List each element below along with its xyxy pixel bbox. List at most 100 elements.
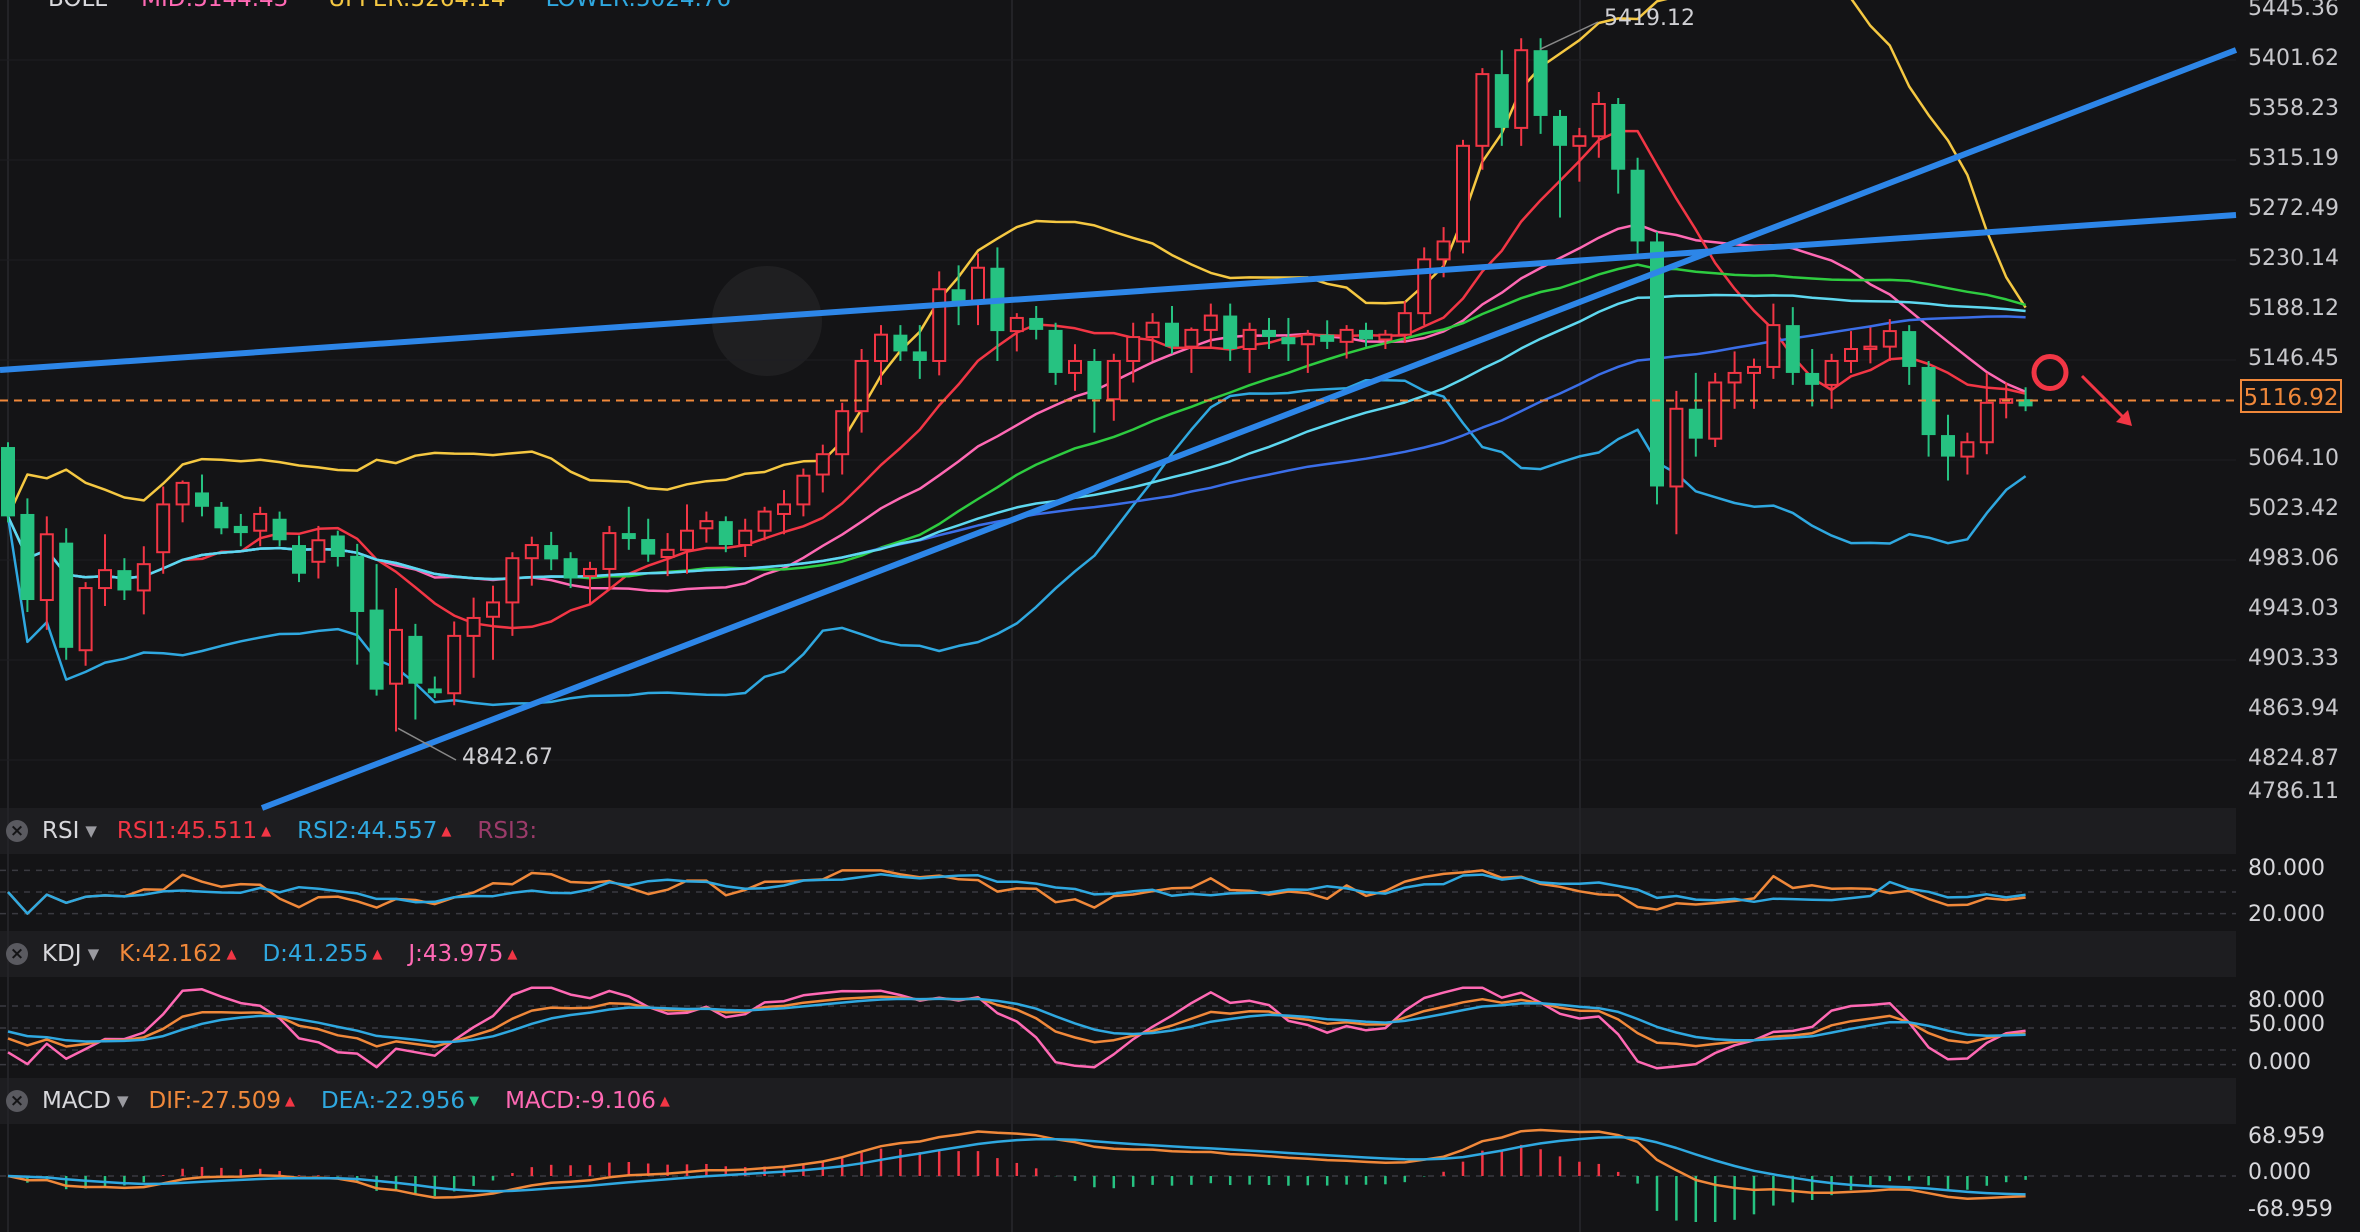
candle-body (1281, 337, 1296, 345)
price-axis-label: 5272.49 (2248, 196, 2339, 221)
candle-body (1902, 331, 1917, 367)
candle-body (738, 529, 753, 547)
kdj-legend: × KDJ ▼ K:42.162 ▲ D:41.255 ▲ J:43.975 ▲ (0, 931, 543, 977)
close-circle-icon[interactable]: × (6, 943, 28, 965)
period-high-label: 5419.12 (1604, 6, 1695, 31)
candle-body (680, 529, 694, 551)
candle-body (78, 587, 93, 652)
boll-mid-value: MID:5144.43 (141, 0, 288, 12)
chevron-down-icon[interactable]: ▼ (87, 945, 100, 963)
rsi3-value: RSI3: (477, 818, 538, 844)
macd-hist-value: MACD:-9.106 (505, 1088, 656, 1114)
candle-body (98, 569, 112, 590)
rsi2-value: RSI2:44.557 (297, 818, 438, 844)
boll-mid-line (6, 223, 2027, 593)
candle-body (59, 542, 74, 648)
price-axis-label: 4786.11 (2248, 779, 2339, 804)
triangle-up-icon: ▲ (226, 946, 237, 962)
candle-body (1785, 325, 1800, 373)
price-axis-label: 5315.19 (2248, 146, 2339, 171)
candle-body (311, 539, 326, 563)
candle-body (1009, 316, 1024, 333)
price-axis-label: 4903.33 (2248, 646, 2339, 671)
candle-body (1359, 329, 1373, 340)
candle-body (350, 555, 365, 612)
candle-body (951, 289, 966, 302)
triangle-up-icon: ▲ (659, 1093, 670, 1109)
annotation-arrow (2080, 374, 2128, 422)
candle-body (874, 333, 888, 362)
candle-body (757, 510, 772, 532)
macd-dea-value: DEA:-22.956 (320, 1088, 466, 1114)
boll-upper-line (6, 0, 2027, 517)
candle-body (1766, 324, 1781, 368)
candle-body (1145, 321, 1160, 339)
candle-body (1572, 135, 1587, 147)
rsi1-value: RSI1:45.511 (116, 818, 258, 844)
price-axis-label: 4824.87 (2248, 746, 2339, 771)
candle-body (175, 481, 190, 506)
candle-body (447, 634, 462, 695)
candle-body (486, 601, 500, 618)
candle-body (1533, 50, 1548, 116)
candle-body (1669, 407, 1684, 488)
candle-body (893, 334, 908, 352)
candle-body (1941, 435, 1955, 457)
macd-axis-label: -68.959 (2248, 1197, 2333, 1222)
candle-body (39, 533, 54, 602)
price-axis-label: 4943.03 (2248, 596, 2339, 621)
chevron-down-icon[interactable]: ▼ (116, 1092, 129, 1110)
candle-body (1805, 372, 1820, 385)
close-circle-icon[interactable]: × (6, 1090, 28, 1112)
candle-body (408, 635, 423, 684)
candle-body (1475, 73, 1490, 147)
candle-body (621, 533, 636, 540)
candle-body (1029, 317, 1044, 330)
candle-body (330, 535, 345, 557)
kdj-d-value: D:41.255 (262, 941, 369, 967)
annotation-arrow-head (2116, 410, 2132, 426)
candle-body (1436, 240, 1451, 261)
candle-body (2018, 399, 2033, 407)
candle-body (233, 525, 248, 534)
candle-body (1650, 241, 1664, 487)
axis-band (2236, 0, 2360, 1232)
candle-body (544, 545, 559, 560)
kdj-header-band (0, 931, 2360, 977)
candle-body (835, 410, 850, 456)
price-axis-label: 5401.62 (2248, 46, 2339, 71)
candle-body (1979, 401, 1994, 444)
ma-red-line (6, 129, 2026, 630)
boll-lower-line (6, 378, 2027, 707)
candle-body (1494, 74, 1509, 128)
candle-body (524, 544, 539, 560)
candle-body (1106, 359, 1121, 401)
candle-body (1300, 333, 1315, 346)
triangle-up-icon: ▲ (372, 946, 383, 962)
candle-body (1824, 359, 1839, 386)
candle-body (1960, 441, 1975, 458)
kdj-j-line (7, 986, 2026, 1070)
trendline-rising (260, 47, 2238, 811)
candle-body (1126, 336, 1141, 362)
price-axis-label: 4863.94 (2248, 696, 2339, 721)
candle-body (1591, 102, 1606, 138)
rsi1-line (7, 869, 2026, 915)
chevron-down-icon[interactable]: ▼ (85, 822, 97, 840)
boll-name: BOLL (48, 0, 107, 12)
macd-legend: × MACD ▼ DIF:-27.509 ▲ DEA:-22.956 ▼ MAC… (0, 1078, 696, 1124)
candle-body (583, 567, 597, 578)
candle-body (505, 557, 520, 604)
kdj-axis-label: 50.000 (2248, 1012, 2325, 1037)
candle-body (156, 503, 171, 554)
candle-body (641, 539, 656, 555)
kdj-name: KDJ (42, 941, 82, 967)
candle-body (718, 521, 733, 546)
candle-body (699, 520, 714, 530)
price-axis-label: 5445.36 (2248, 0, 2339, 21)
macd-axis-label: 0.000 (2248, 1160, 2311, 1185)
close-circle-icon[interactable]: × (6, 820, 28, 842)
candle-body (1630, 169, 1645, 242)
candle-body (389, 628, 403, 685)
